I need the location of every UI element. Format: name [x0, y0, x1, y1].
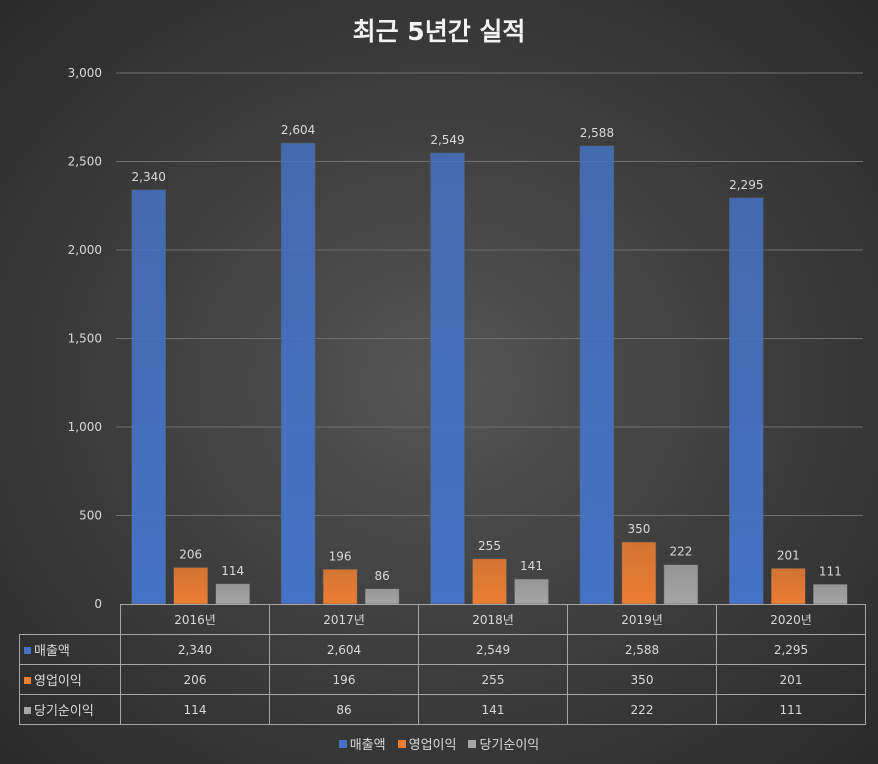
data-label: 114 [221, 564, 244, 578]
bar-매출액-2019년 [579, 145, 615, 605]
bar-당기순이익-2019년 [663, 564, 699, 605]
bar-영업이익-2017년 [322, 569, 358, 605]
bar-영업이익-2020년 [771, 568, 806, 605]
table-category-header: 2018년 [418, 604, 568, 635]
data-label: 2,588 [580, 126, 614, 140]
table-cell: 2,604 [269, 634, 419, 665]
table-category-header: 2017년 [269, 604, 419, 635]
table-row: 당기순이익 114 86 141 222 111 [19, 694, 866, 725]
bar-영업이익-2018년 [472, 558, 507, 605]
table-cell: 2,549 [418, 634, 568, 665]
data-label: 206 [179, 548, 202, 562]
table-row: 영업이익 206 196 255 350 201 [19, 664, 866, 695]
y-tick-label: 1,000 [68, 420, 102, 434]
data-label: 196 [329, 549, 352, 563]
table-category-header: 2019년 [567, 604, 717, 635]
table-series-header: 매출액 [19, 634, 121, 665]
table-category-header: 2016년 [120, 604, 270, 635]
y-tick-label: 2,000 [68, 243, 102, 257]
legend-item: 영업이익 [397, 734, 456, 753]
data-label: 2,295 [729, 178, 763, 192]
table-cell: 2,295 [716, 634, 866, 665]
series-swatch [24, 647, 31, 654]
data-label: 201 [777, 548, 800, 562]
data-label: 141 [520, 559, 543, 573]
table-cell: 2,340 [120, 634, 270, 665]
bar-매출액-2017년 [280, 142, 316, 605]
table-cell: 255 [418, 664, 568, 695]
bar-당기순이익-2018년 [514, 578, 549, 605]
data-label: 350 [627, 522, 650, 536]
data-label: 86 [374, 569, 389, 583]
table-cell: 114 [120, 694, 270, 725]
bar-매출액-2020년 [729, 197, 764, 605]
legend-swatch [338, 740, 347, 748]
legend-item: 매출액 [338, 734, 386, 753]
legend-swatch [397, 740, 406, 748]
table-cell: 86 [269, 694, 419, 725]
y-tick-label: 3,000 [68, 66, 102, 80]
data-label: 222 [669, 545, 692, 559]
data-label: 111 [819, 564, 842, 578]
bar-매출액-2018년 [430, 152, 465, 605]
table-cell: 141 [418, 694, 568, 725]
table-category-header: 2020년 [716, 604, 866, 635]
bar-매출액-2016년 [131, 189, 166, 605]
y-tick-label: 2,500 [68, 155, 102, 169]
table-row: 매출액 2,340 2,604 2,549 2,588 2,295 [19, 634, 866, 665]
y-tick-label: 0 [94, 597, 102, 611]
data-table: 2016년 2017년 2018년 2019년 2020년 매출액 2,340 2,604 2,… [19, 604, 866, 725]
series-swatch [24, 677, 31, 684]
table-cell: 111 [716, 694, 866, 725]
table-corner [20, 605, 121, 635]
series-swatch [24, 707, 31, 714]
legend: 매출액 영업이익 당기순이익 [0, 734, 878, 753]
table-cell: 350 [567, 664, 717, 695]
legend-item: 당기순이익 [468, 734, 539, 753]
bar-당기순이익-2020년 [813, 584, 848, 605]
bar-당기순이익-2016년 [215, 583, 250, 605]
legend-swatch [468, 740, 477, 748]
bar-당기순이익-2017년 [364, 588, 400, 605]
table-cell: 2,588 [567, 634, 717, 665]
table-cell: 196 [269, 664, 419, 695]
data-label: 255 [478, 539, 501, 553]
bar-영업이익-2016년 [173, 567, 208, 605]
data-label: 2,340 [132, 170, 166, 184]
table-cell: 222 [567, 694, 717, 725]
bar-영업이익-2019년 [621, 541, 657, 605]
table-series-header: 영업이익 [19, 664, 121, 695]
chart-title: 최근 5년간 실적 [352, 17, 526, 46]
y-tick-label: 1,500 [68, 332, 102, 346]
data-label: 2,604 [281, 123, 315, 137]
table-cell: 201 [716, 664, 866, 695]
table-series-header: 당기순이익 [19, 694, 121, 725]
table-cell: 206 [120, 664, 270, 695]
y-tick-label: 500 [79, 509, 102, 523]
data-label: 2,549 [430, 133, 464, 147]
